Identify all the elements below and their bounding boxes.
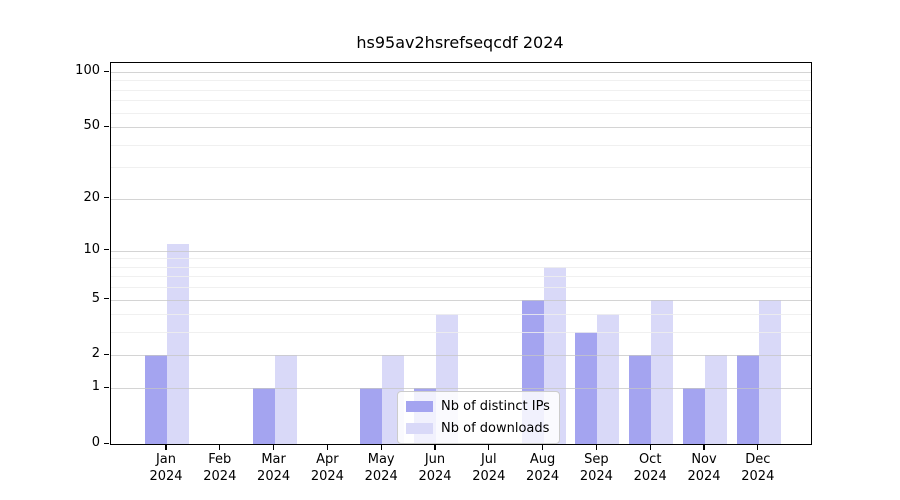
bar-distinct-ips xyxy=(360,388,383,444)
grid-line-major xyxy=(111,250,811,252)
y-tick-label: 0 xyxy=(91,435,100,450)
x-axis-tick xyxy=(219,444,221,450)
grid-line-minor xyxy=(111,287,811,289)
legend-label-distinct-ips: Nb of distinct IPs xyxy=(441,399,550,414)
x-tick-label: Feb 2024 xyxy=(203,452,237,484)
y-tick-label: 50 xyxy=(83,118,100,134)
grid-line-minor xyxy=(111,100,811,102)
grid-line-minor xyxy=(111,266,811,268)
grid-line-major xyxy=(111,355,811,357)
legend: Nb of distinct IPs Nb of downloads xyxy=(397,391,560,444)
x-tick-label: Jul 2024 xyxy=(472,452,506,484)
bar-distinct-ips xyxy=(252,388,275,444)
bar-distinct-ips xyxy=(736,355,759,444)
x-axis-tick xyxy=(273,444,275,450)
grid-line-minor xyxy=(111,258,811,260)
grid-line-minor xyxy=(111,144,811,146)
grid-line-minor xyxy=(111,80,811,82)
x-axis-tick xyxy=(488,444,490,450)
y-tick-label: 20 xyxy=(83,189,100,205)
y-axis-tick xyxy=(104,70,109,72)
x-tick-label: Jun 2024 xyxy=(418,452,452,484)
grid-line-major xyxy=(111,299,811,301)
x-axis-tick xyxy=(703,444,705,450)
y-tick-label: 2 xyxy=(91,346,100,362)
x-axis-tick xyxy=(649,444,651,450)
bar-downloads xyxy=(597,314,620,444)
grid-line-minor xyxy=(111,112,811,114)
bar-distinct-ips xyxy=(683,388,705,444)
y-axis-tick xyxy=(104,353,109,356)
x-axis-tick xyxy=(757,444,759,450)
legend-swatch-downloads xyxy=(406,423,433,434)
legend-swatch-distinct-ips xyxy=(406,401,433,412)
y-axis-tick xyxy=(104,249,109,251)
grid-line-minor xyxy=(111,314,811,316)
x-tick-label: Dec 2024 xyxy=(741,452,775,484)
y-axis-tick xyxy=(104,442,109,444)
y-tick-label: 100 xyxy=(75,63,100,79)
x-tick-label: Oct 2024 xyxy=(633,452,667,484)
x-tick-label: Jan 2024 xyxy=(149,452,183,484)
x-axis-tick xyxy=(434,444,436,450)
grid-line-major xyxy=(111,72,811,74)
grid-line-minor xyxy=(111,276,811,278)
x-tick-label: Apr 2024 xyxy=(310,452,344,484)
y-tick-label: 1 xyxy=(91,379,100,395)
grid-line-minor xyxy=(111,167,811,169)
bar-downloads xyxy=(705,355,727,444)
x-axis-tick xyxy=(165,444,167,450)
y-axis-tick xyxy=(104,125,109,127)
x-axis-tick xyxy=(326,444,328,450)
grid-line-major xyxy=(111,198,811,200)
bar-downloads xyxy=(167,243,189,444)
x-tick-label: Sep 2024 xyxy=(579,452,613,484)
bar-distinct-ips xyxy=(629,355,652,444)
chart-title: hs95av2hsrefseqcdf 2024 xyxy=(356,33,564,52)
plot-area: Nb of distinct IPs Nb of downloads xyxy=(110,62,812,445)
grid-line-major xyxy=(111,127,811,129)
y-axis-tick xyxy=(104,197,109,199)
legend-label-downloads: Nb of downloads xyxy=(441,421,550,436)
x-axis-tick xyxy=(595,444,597,450)
bar-downloads xyxy=(274,355,297,444)
grid-line-major xyxy=(111,388,811,390)
grid-line-minor xyxy=(111,332,811,334)
legend-row-downloads: Nb of downloads xyxy=(406,419,550,438)
bar-downloads xyxy=(758,299,781,444)
x-axis-tick xyxy=(542,444,544,450)
bar-distinct-ips xyxy=(145,355,167,444)
y-axis-tick xyxy=(104,386,109,388)
legend-row-distinct-ips: Nb of distinct IPs xyxy=(406,397,550,416)
x-tick-label: May 2024 xyxy=(364,452,398,484)
x-tick-label: Mar 2024 xyxy=(257,452,291,484)
x-tick-label: Nov 2024 xyxy=(687,452,721,484)
x-axis-tick xyxy=(380,444,382,450)
y-tick-label: 10 xyxy=(83,241,100,257)
bar-downloads xyxy=(651,299,674,444)
grid-line-minor xyxy=(111,89,811,91)
y-tick-label: 5 xyxy=(91,290,100,306)
y-axis-tick xyxy=(104,298,109,300)
x-tick-label: Aug 2024 xyxy=(526,452,560,484)
